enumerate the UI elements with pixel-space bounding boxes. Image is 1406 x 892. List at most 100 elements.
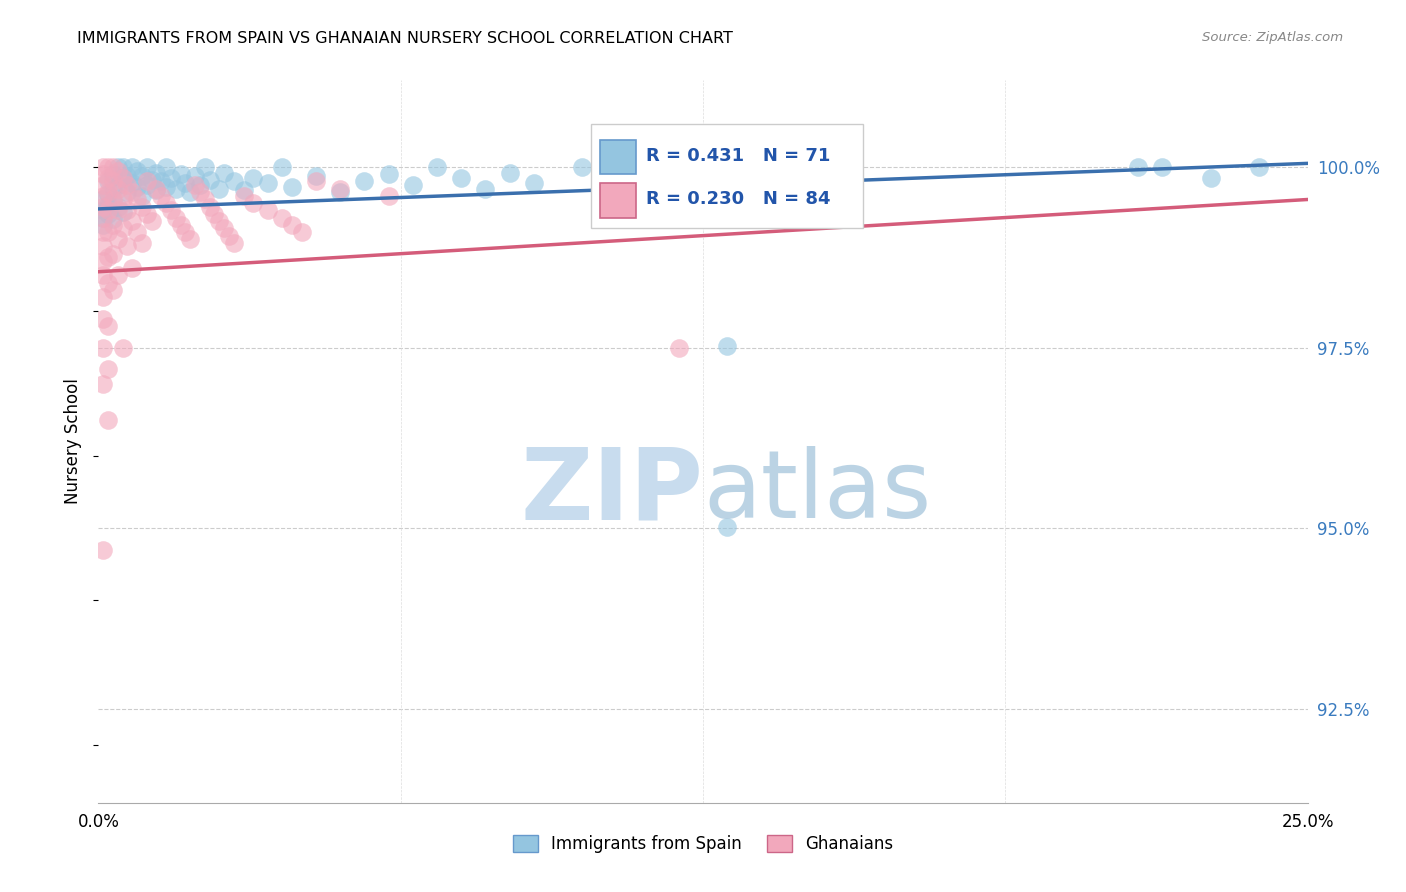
Point [353, 174, 375, 188]
Point [377, 167, 399, 181]
Text: IMMIGRANTS FROM SPAIN VS GHANAIAN NURSERY SCHOOL CORRELATION CHART: IMMIGRANTS FROM SPAIN VS GHANAIAN NURSER… [77, 31, 733, 46]
Point [97, 160, 120, 174]
FancyBboxPatch shape [600, 183, 637, 218]
Point [188, 178, 211, 192]
Point [107, 203, 129, 218]
FancyBboxPatch shape [591, 124, 863, 228]
Point [194, 160, 217, 174]
Point [91, 193, 114, 207]
Point [305, 174, 328, 188]
Point [256, 203, 278, 218]
Point [165, 211, 187, 225]
Point [97, 362, 120, 376]
Point [97, 197, 120, 211]
Point [169, 218, 191, 232]
Point [1152, 160, 1174, 174]
Point [97, 187, 120, 202]
Point [271, 160, 294, 174]
Point [188, 186, 211, 200]
Point [111, 193, 134, 207]
Point [169, 167, 191, 181]
Point [91, 543, 114, 558]
Point [281, 218, 304, 232]
Point [619, 170, 641, 185]
Point [184, 178, 207, 192]
Point [111, 221, 134, 235]
Point [1128, 160, 1150, 174]
Point [155, 196, 177, 211]
Point [571, 160, 593, 174]
Point [97, 318, 120, 333]
Point [198, 173, 221, 187]
Point [97, 225, 120, 239]
Point [135, 207, 157, 221]
Point [305, 169, 328, 183]
Point [91, 376, 114, 391]
Point [91, 203, 114, 218]
Point [117, 178, 139, 192]
Point [135, 178, 157, 192]
Point [91, 211, 114, 225]
Point [242, 196, 264, 211]
Point [111, 204, 134, 219]
Point [179, 232, 201, 246]
Text: R = 0.230   N = 84: R = 0.230 N = 84 [647, 191, 831, 209]
Point [668, 167, 690, 181]
Point [117, 186, 139, 200]
Point [127, 225, 149, 239]
Point [91, 189, 114, 203]
FancyBboxPatch shape [600, 139, 637, 174]
Point [145, 166, 167, 180]
Point [165, 182, 187, 196]
Point [107, 232, 129, 246]
Point [290, 225, 312, 239]
Point [91, 178, 114, 192]
Point [141, 214, 163, 228]
Point [107, 268, 129, 283]
Point [121, 160, 143, 174]
Point [135, 160, 157, 174]
Point [91, 290, 114, 304]
Point [208, 182, 231, 196]
Point [271, 211, 294, 225]
Point [150, 189, 173, 203]
Point [127, 163, 149, 178]
Point [111, 341, 134, 355]
Point [117, 203, 139, 218]
Point [101, 283, 124, 297]
Point [131, 200, 153, 214]
Point [101, 212, 124, 227]
Point [1199, 170, 1222, 185]
Point [97, 174, 120, 188]
Point [141, 173, 163, 187]
Point [91, 239, 114, 253]
Point [474, 182, 496, 196]
Point [498, 166, 520, 180]
Point [91, 218, 114, 232]
Point [91, 311, 114, 326]
Point [91, 254, 114, 268]
Point [101, 193, 124, 207]
Point [107, 182, 129, 196]
Text: Source: ZipAtlas.com: Source: ZipAtlas.com [1202, 31, 1343, 45]
Point [184, 169, 207, 183]
Point [117, 239, 139, 253]
Text: atlas: atlas [703, 446, 931, 538]
Point [329, 186, 352, 200]
Point [242, 170, 264, 185]
Point [97, 413, 120, 427]
Point [426, 160, 449, 174]
Point [131, 189, 153, 203]
Point [716, 339, 738, 353]
Point [222, 174, 245, 188]
Point [121, 176, 143, 190]
Text: ZIP: ZIP [520, 443, 703, 541]
Point [256, 176, 278, 190]
Point [91, 211, 114, 225]
Point [101, 194, 124, 209]
Point [281, 180, 304, 194]
Point [174, 176, 197, 190]
Point [131, 169, 153, 183]
Point [91, 268, 114, 283]
Point [160, 203, 183, 218]
